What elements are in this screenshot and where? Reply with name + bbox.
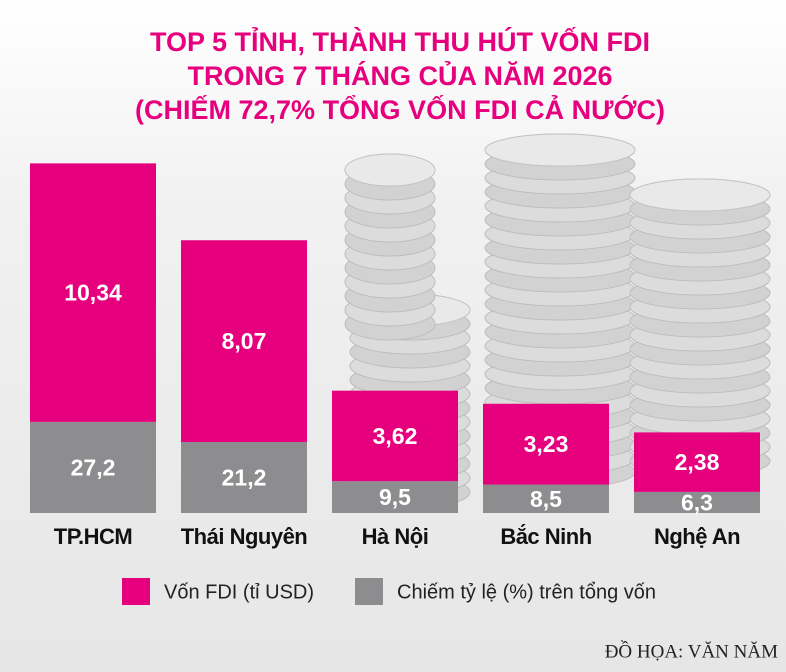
legend-swatch	[355, 578, 383, 605]
chart-title: TOP 5 TỈNH, THÀNH THU HÚT VỐN FDI	[150, 25, 650, 57]
bar-segment	[332, 481, 458, 513]
value-label: 21,2	[222, 465, 267, 491]
bar-segment	[634, 491, 760, 513]
coin-top	[484, 133, 636, 167]
coin-top	[629, 178, 771, 212]
value-label: 8,5	[530, 486, 562, 512]
x-tick-label: Thái Nguyên	[181, 524, 308, 549]
bar-segment	[30, 421, 156, 513]
x-tick-label: Nghệ An	[654, 524, 740, 549]
value-label: 8,07	[222, 328, 267, 354]
bar-segment	[483, 403, 609, 485]
bar-segment	[483, 484, 609, 513]
x-tick-label: TP.HCM	[54, 524, 133, 549]
legend-label: Chiếm tỷ lệ (%) trên tổng vốn	[397, 581, 656, 603]
value-label: 3,23	[524, 431, 569, 457]
value-label: 10,34	[64, 280, 122, 306]
credit: ĐỒ HỌA: VĂN NĂM	[605, 640, 778, 662]
bar-segment	[634, 432, 760, 492]
value-label: 3,62	[373, 423, 418, 449]
legend-label: Vốn FDI (tỉ USD)	[164, 581, 314, 603]
value-label: 27,2	[71, 455, 116, 481]
x-tick-label: Hà Nội	[362, 524, 429, 549]
chart-title: TRONG 7 THÁNG CỦA NĂM 2026	[187, 59, 612, 91]
legend-swatch	[122, 578, 150, 605]
value-label: 6,3	[681, 490, 713, 516]
x-tick-label: Bắc Ninh	[500, 524, 591, 549]
value-label: 9,5	[379, 484, 411, 510]
value-label: 2,38	[675, 449, 720, 475]
bar-segment	[30, 163, 156, 422]
bar-segment	[181, 240, 307, 442]
coin-top	[344, 153, 436, 187]
bar-segment	[332, 390, 458, 482]
chart-subtitle: (CHIẾM 72,7% TỔNG VỐN FDI CẢ NƯỚC)	[135, 93, 665, 125]
bar-segment	[181, 441, 307, 513]
